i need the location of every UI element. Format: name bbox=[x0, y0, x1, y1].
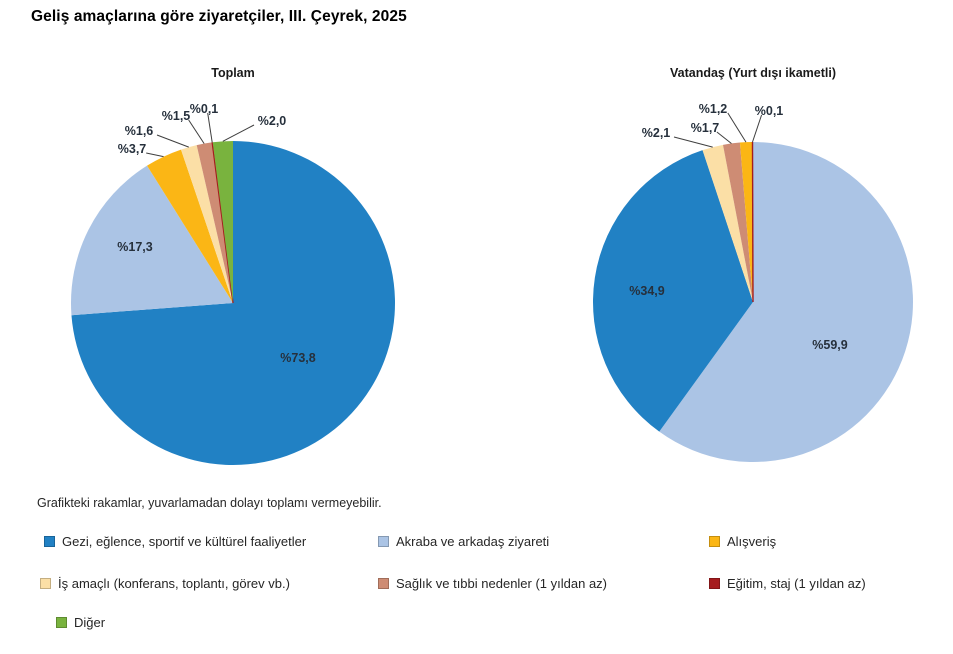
label-leader-line bbox=[727, 112, 747, 143]
pie-slice-label: %2,1 bbox=[642, 126, 671, 140]
pie-slice-label: %0,1 bbox=[755, 104, 784, 118]
legend-swatch-is-amacli bbox=[40, 578, 51, 589]
pie-slice bbox=[71, 165, 233, 316]
pie-slice bbox=[702, 144, 753, 302]
legend-label-egitim: Eğitim, staj (1 yıldan az) bbox=[727, 576, 866, 591]
label-leader-line bbox=[673, 136, 713, 148]
legend-item-diger: Diğer bbox=[56, 615, 105, 630]
pie-slice-label: %2,0 bbox=[258, 114, 287, 128]
label-leader-line bbox=[222, 124, 255, 142]
pie-slice bbox=[71, 141, 395, 466]
pie-slice-label: %59,9 bbox=[812, 338, 847, 352]
legend-label-akraba: Akraba ve arkadaş ziyareti bbox=[396, 534, 550, 549]
legend-label-saglik: Sağlık ve tıbbi nedenler (1 yıldan az) bbox=[396, 576, 608, 591]
pie-slice-label: %3,7 bbox=[118, 142, 147, 156]
pie-slice bbox=[147, 149, 233, 303]
pie-slice bbox=[659, 142, 913, 462]
label-leader-line bbox=[752, 114, 763, 143]
legend-swatch-akraba bbox=[378, 536, 389, 547]
legend-label-diger: Diğer bbox=[74, 615, 106, 630]
pie-slice-thin bbox=[751, 141, 754, 303]
legend-label-alisveris: Alışveriş bbox=[727, 534, 777, 549]
pie-slice-thin bbox=[211, 142, 234, 304]
legend-swatch-gezi bbox=[44, 536, 55, 547]
pies-svg: %73,8%17,3%3,7%1,6%1,5 %0,1%2,0%59,9%34,9… bbox=[71, 102, 913, 466]
label-leader-line bbox=[188, 119, 205, 144]
legend-item-egitim: Eğitim, staj (1 yıldan az) bbox=[709, 576, 866, 591]
legend-item-alisveris: Alışveriş bbox=[709, 534, 776, 549]
pie-slice-label: %1,6 bbox=[125, 124, 154, 138]
legend-swatch-saglik bbox=[378, 578, 389, 589]
pie-slice-label: %1,7 bbox=[691, 121, 720, 135]
label-leader-line bbox=[716, 131, 732, 144]
rounding-note: Grafikteki rakamlar, yuvarlamadan dolayı… bbox=[37, 496, 382, 510]
pie-title-toplam: Toplam bbox=[211, 66, 255, 80]
legend-swatch-egitim bbox=[709, 578, 720, 589]
pie-slice-label: %34,9 bbox=[629, 284, 664, 298]
label-leader-line bbox=[207, 112, 213, 143]
legend-item-gezi: Gezi, eğlence, sportif ve kültürel faali… bbox=[44, 534, 306, 549]
label-leader-line bbox=[156, 134, 189, 148]
pie-slice-label: %1,5 bbox=[162, 109, 191, 123]
legend-item-saglik: Sağlık ve tıbbi nedenler (1 yıldan az) bbox=[378, 576, 607, 591]
legend-item-akraba: Akraba ve arkadaş ziyareti bbox=[378, 534, 549, 549]
legend-label-gezi: Gezi, eğlence, sportif ve kültürel faali… bbox=[62, 534, 307, 549]
pie-title-vatandas: Vatandaş (Yurt dışı ikametli) bbox=[669, 66, 837, 80]
pie-slice bbox=[592, 150, 753, 432]
legend-item-is-amacli: İş amaçlı (konferans, toplantı, görev vb… bbox=[40, 576, 290, 591]
legend-swatch-alisveris bbox=[709, 536, 720, 547]
pie-slice-label: %0,1 bbox=[190, 102, 219, 116]
pie-slice bbox=[739, 142, 753, 302]
page-title: Geliş amaçlarına göre ziyaretçiler, III.… bbox=[31, 8, 407, 25]
label-leader-line bbox=[146, 152, 164, 158]
legend-swatch-diger bbox=[56, 617, 67, 628]
pie-slice-label: %73,8 bbox=[280, 351, 315, 365]
pie-slice-label: %17,3 bbox=[117, 240, 152, 254]
pie-slice bbox=[212, 141, 233, 303]
pie-slice bbox=[196, 142, 233, 303]
pie-slice bbox=[181, 145, 233, 303]
pie-slice bbox=[722, 142, 753, 302]
legend-label-is-amacli: İş amaçlı (konferans, toplantı, görev vb… bbox=[58, 576, 290, 591]
pie-slice-label: %1,2 bbox=[699, 102, 728, 116]
